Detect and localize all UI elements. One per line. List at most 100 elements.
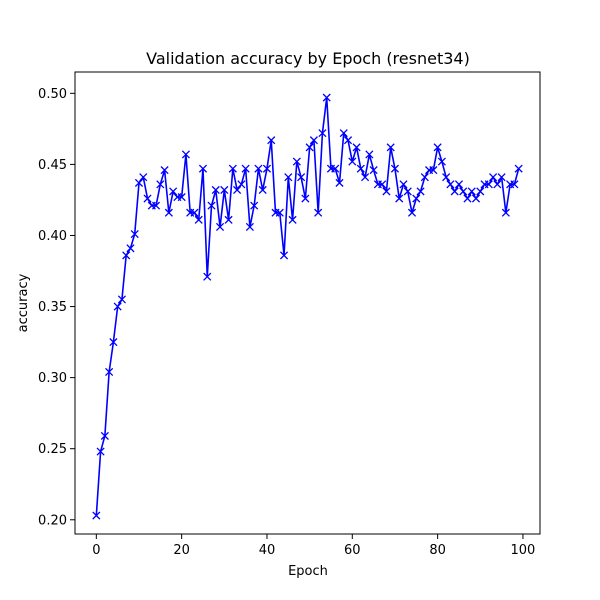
data-point-marker [194,215,203,224]
data-point-marker [463,194,472,203]
data-point-marker [169,187,178,196]
data-point-marker [122,251,131,260]
data-point-marker [254,164,263,173]
data-point-marker [288,215,297,224]
y-axis-label: accuracy [16,273,31,332]
y-tick-label: 0.40 [38,229,67,244]
data-point-marker [361,173,370,182]
data-point-marker [250,201,259,210]
data-point-marker [275,208,284,217]
data-point-marker [437,157,446,166]
data-point-marker [215,222,225,232]
data-point-marker [420,173,429,182]
data-point-marker [245,222,254,232]
data-point-marker [322,93,331,102]
data-point-marker [343,136,353,145]
data-point-marker [446,180,455,189]
data-series [92,93,523,520]
data-point-marker [497,173,506,182]
data-point-marker [501,208,510,217]
y-tick-label: 0.35 [38,300,67,315]
data-point-marker [335,178,344,187]
data-point-marker [390,164,400,173]
data-point-marker [331,164,340,173]
data-point-marker [177,193,186,202]
data-point-marker [386,143,395,152]
data-point-marker [459,187,468,196]
data-point-marker [139,173,148,182]
data-point-marker [476,187,485,196]
y-tick-label: 0.20 [38,513,67,528]
data-point-marker [399,180,408,189]
data-point-marker [92,511,101,520]
data-point-marker [412,194,421,203]
data-point-marker [100,431,109,440]
data-point-marker [484,180,493,189]
data-point-marker [352,143,361,152]
data-point-marker [489,173,498,182]
data-point-marker [160,166,169,175]
data-point-marker [164,208,173,217]
data-point-marker [207,201,216,210]
data-point-marker [471,194,481,203]
data-point-marker [284,173,293,182]
data-point-marker [134,178,144,187]
data-point-marker [198,164,208,173]
data-point-marker [433,143,442,152]
data-point-marker [454,180,464,189]
x-tick-label: 20 [173,543,190,558]
data-point-marker [130,229,139,239]
y-tick-label: 0.25 [38,442,67,457]
data-point-marker [117,295,126,304]
data-point-marker [143,194,152,203]
data-point-marker [442,173,451,182]
data-point-marker [203,272,212,281]
data-point-marker [233,185,242,195]
data-point-marker [228,164,237,173]
data-point-marker [211,185,220,195]
x-axis-label: Epoch [288,564,328,579]
data-point-marker [416,187,425,196]
x-tick-label: 60 [344,543,361,558]
data-point-marker [429,166,438,175]
data-point-marker [279,251,289,260]
data-point-marker [318,129,327,138]
data-point-marker [467,187,476,196]
data-point-marker [241,164,250,173]
data-point-marker [220,185,229,195]
data-point-marker [309,136,318,145]
y-tick-label: 0.50 [38,87,67,102]
data-point-marker [356,164,365,173]
data-point-marker [113,302,122,311]
data-point-marker [105,367,114,377]
x-tick-label: 80 [429,543,446,558]
chart-title: Validation accuracy by Epoch (resnet34) [146,49,470,68]
data-point-marker [151,201,161,210]
data-point-marker [395,194,404,203]
x-tick-label: 40 [259,543,276,558]
plot-area-frame [74,71,541,535]
data-point-marker [156,180,165,189]
series-line [95,96,520,516]
data-point-marker [339,129,348,138]
data-point-marker [305,143,314,152]
data-point-marker [181,150,190,159]
y-tick-label: 0.45 [38,158,67,173]
x-tick-label: 0 [92,543,100,558]
data-point-marker [450,187,459,196]
y-tick-label: 0.30 [38,371,67,386]
data-point-marker [262,164,272,173]
data-point-marker [407,208,417,217]
data-point-marker [365,150,374,159]
data-point-marker [292,157,301,166]
data-point-marker [382,187,391,196]
data-point-marker [369,166,378,175]
data-point-marker [190,208,199,217]
data-point-marker [510,180,519,189]
data-point-marker [258,185,267,195]
data-point-marker [297,173,306,182]
data-point-marker [348,157,357,166]
data-point-marker [267,136,276,145]
data-point-marker [403,187,412,196]
